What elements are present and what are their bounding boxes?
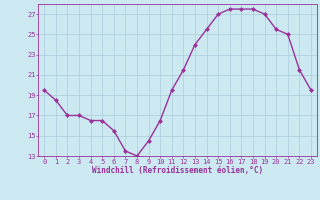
X-axis label: Windchill (Refroidissement éolien,°C): Windchill (Refroidissement éolien,°C) [92,166,263,175]
